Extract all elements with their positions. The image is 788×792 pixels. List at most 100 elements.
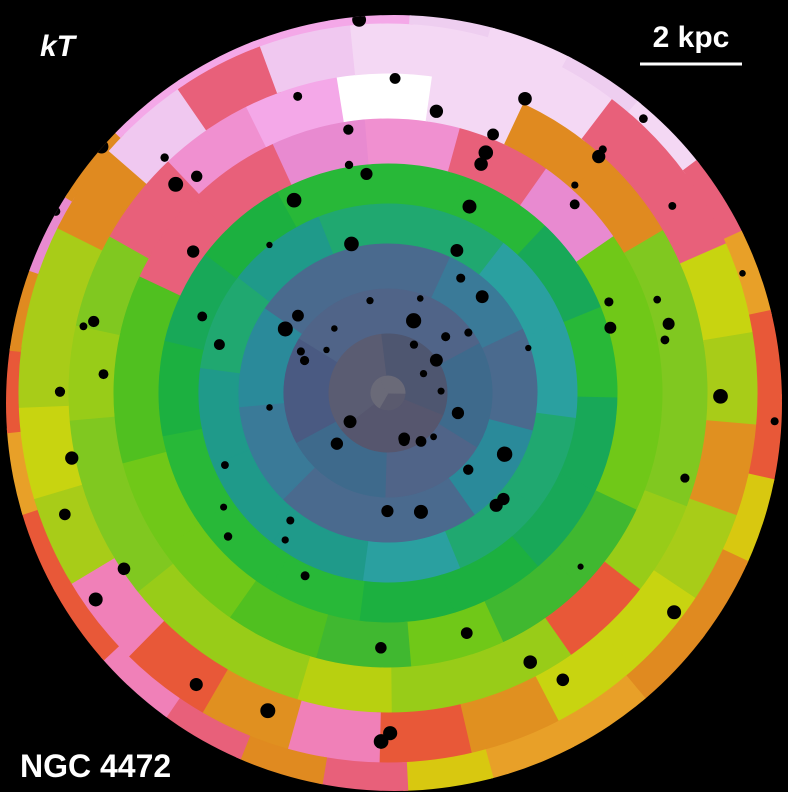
point-source-mask (419, 369, 428, 378)
point-source-mask (598, 145, 607, 154)
point-source-mask (266, 241, 273, 249)
point-source-mask (260, 703, 276, 719)
point-source-mask (496, 446, 513, 462)
point-source-mask (65, 451, 79, 465)
temperature-bin (747, 394, 782, 493)
point-source-mask (54, 386, 66, 397)
point-source-mask (59, 508, 71, 521)
point-source-mask (713, 388, 728, 404)
temperature-bin (112, 364, 167, 464)
point-source-mask (296, 347, 305, 356)
point-source-mask (373, 734, 389, 749)
point-source-mask (497, 492, 510, 506)
point-source-mask (375, 642, 387, 654)
temperature-bin (349, 22, 448, 78)
point-source-mask (79, 322, 88, 331)
point-source-mask (451, 406, 465, 420)
point-source-mask (437, 387, 445, 395)
point-source-mask (680, 473, 690, 483)
point-source-mask (360, 167, 373, 180)
point-source-mask (464, 328, 473, 337)
point-source-mask (523, 655, 537, 669)
point-source-mask (366, 297, 374, 305)
point-source-mask (331, 325, 338, 332)
point-source-mask (389, 72, 401, 84)
point-source-mask (667, 605, 682, 620)
point-source-mask (739, 270, 746, 277)
point-source-mask (474, 157, 488, 171)
point-source-mask (266, 404, 273, 411)
point-source-mask (286, 192, 302, 208)
scale-bar-label: 2 kpc (653, 21, 730, 54)
point-source-mask (191, 170, 203, 183)
point-source-mask (160, 153, 169, 162)
point-source-mask (577, 563, 584, 570)
point-source-mask (571, 181, 579, 189)
point-source-mask (300, 571, 310, 581)
point-source-mask (381, 504, 394, 518)
point-source-mask (475, 290, 489, 304)
point-source-mask (441, 332, 451, 342)
point-source-mask (98, 369, 109, 380)
temperature-bin (703, 331, 759, 430)
point-source-mask (344, 236, 359, 252)
point-source-mask (220, 461, 229, 469)
point-source-mask (660, 335, 670, 345)
point-source-mask (286, 516, 295, 525)
point-source-mask (197, 311, 208, 322)
point-source-mask (299, 355, 310, 366)
point-source-mask (416, 295, 424, 302)
temperature-bin (336, 72, 437, 123)
point-source-mask (604, 297, 614, 307)
point-source-mask (409, 340, 419, 349)
temperature-bin (654, 317, 709, 418)
point-source-mask (88, 592, 103, 607)
point-source-mask (277, 321, 293, 337)
temperature-bin (364, 117, 464, 173)
point-source-mask (462, 199, 477, 214)
quantity-label: kT (40, 30, 78, 63)
point-source-mask (653, 295, 662, 304)
temperature-bin (157, 337, 205, 437)
temperature-bin (67, 321, 121, 421)
point-source-mask (668, 201, 677, 210)
temperature-bin (749, 301, 782, 400)
point-source-mask (463, 464, 474, 475)
point-source-mask (770, 417, 779, 426)
point-source-mask (430, 433, 437, 441)
point-source-mask (213, 339, 225, 351)
point-source-mask (456, 273, 466, 283)
point-source-mask (323, 346, 330, 354)
point-source-mask (220, 503, 228, 511)
point-source-mask (330, 437, 344, 450)
point-source-mask (281, 536, 289, 544)
point-source-mask (413, 504, 428, 519)
temperature-bin (356, 574, 455, 624)
point-source-mask (344, 160, 354, 170)
point-source-mask (569, 199, 580, 210)
point-source-mask (429, 104, 444, 118)
point-source-mask (187, 245, 200, 258)
point-source-mask (406, 313, 422, 329)
point-source-mask (525, 344, 532, 352)
point-source-mask (429, 353, 443, 367)
temperature-bin (402, 749, 502, 791)
point-source-mask (117, 562, 131, 576)
point-source-mask (415, 436, 427, 447)
point-source-mask (88, 315, 100, 328)
point-source-mask (223, 532, 233, 541)
point-source-mask (639, 114, 648, 124)
point-source-mask (343, 415, 357, 429)
temperature-bin (609, 322, 664, 422)
point-source-mask (518, 91, 532, 106)
point-source-mask (398, 432, 411, 445)
point-source-mask (556, 673, 570, 687)
point-source-mask (343, 124, 354, 135)
point-source-mask (478, 145, 494, 160)
point-source-mask (460, 627, 473, 639)
temperature-bin (6, 339, 22, 439)
object-name: NGC 4472 (20, 748, 171, 784)
temperature-bin (312, 613, 412, 669)
point-source-mask (293, 91, 303, 101)
